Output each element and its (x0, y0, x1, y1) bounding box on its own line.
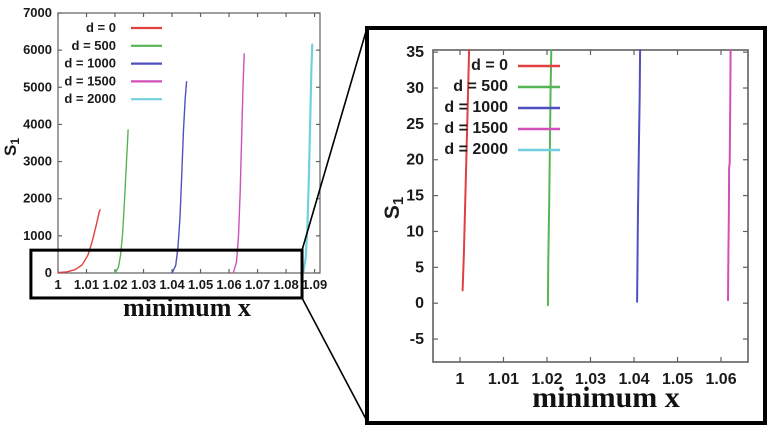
legend-label-3: d = 1500 (64, 73, 116, 88)
legend-label-0: d = 0 (86, 20, 116, 35)
legend-label-0: d = 0 (471, 57, 508, 74)
y-tick-label: 0 (45, 265, 52, 280)
y-tick-label: 7000 (23, 5, 52, 20)
overview-xlabel: minimum x (123, 293, 251, 322)
y-tick-label: -5 (410, 331, 424, 348)
x-tick-label: 1.05 (188, 277, 213, 292)
legend-label-1: d = 500 (453, 78, 508, 95)
y-tick-label: 2000 (23, 191, 52, 206)
zoom-ylabel: S1 (381, 197, 407, 219)
series-line-0 (57, 209, 101, 274)
x-tick-label: 1.04 (159, 277, 185, 292)
legend-label-4: d = 2000 (444, 141, 508, 158)
legend-label-1: d = 500 (72, 38, 116, 53)
x-tick-label: 1.04 (618, 371, 649, 388)
overview-ylabel-main: S (1, 145, 20, 156)
x-tick-label: 1.03 (131, 277, 156, 292)
series-line-4 (302, 43, 314, 275)
y-tick-label: 5000 (23, 79, 52, 94)
series-line-3 (232, 53, 245, 274)
x-tick-label: 1.05 (662, 371, 693, 388)
y-tick-label: 4000 (23, 116, 52, 131)
y-tick-label: 30 (406, 80, 424, 97)
y-tick-label: 10 (406, 223, 424, 240)
x-tick-label: 1 (456, 371, 465, 388)
overview-plot: 1 1.01 1.02 1.03 1.04 1.05 1.06 1.07 1.08 1.09 0 10… (23, 5, 327, 300)
x-tick-label: 1.01 (488, 371, 519, 388)
x-tick-label: 1.09 (302, 277, 327, 292)
x-tick-label: 1.06 (216, 277, 241, 292)
legend-label-4: d = 2000 (64, 91, 116, 106)
zoom-xlabel: minimum x (532, 381, 680, 414)
series-line-0 (461, 49, 471, 292)
series-line-2 (171, 80, 188, 274)
y-tick-label: 20 (406, 152, 424, 169)
connector-line-top (301, 27, 368, 251)
zoom-inset-frame (365, 26, 767, 425)
connector-line-bottom (301, 297, 368, 422)
zoom-plot: 1 1.01 1.02 1.03 1.04 1.05 1.06 -5 0 5 10 15 20 25 30 3… (406, 44, 749, 388)
series-line-1 (114, 129, 129, 274)
zoom-ylabel-sub: 1 (390, 197, 407, 205)
plot-frame (57, 12, 321, 274)
y-tick-label: 25 (406, 116, 424, 133)
x-tick-label: 1.02 (102, 277, 127, 292)
y-tick-label: 3000 (23, 154, 52, 169)
series-line-3 (727, 49, 732, 302)
zoom-region-box (29, 248, 304, 300)
zoom-ylabel-main: S (381, 205, 404, 219)
x-tick-label: 1 (54, 277, 61, 292)
y-tick-label: 35 (406, 44, 424, 61)
zoom-connector-lines (301, 27, 368, 422)
y-tick-label: 5 (415, 259, 424, 276)
y-tick-label: 0 (415, 295, 424, 312)
overview-ylabel: S1 (1, 138, 22, 156)
x-tick-label: 1.01 (74, 277, 99, 292)
y-tick-label: 1000 (23, 228, 52, 243)
x-tick-label: 1.06 (705, 371, 736, 388)
y-tick-label: 6000 (23, 42, 52, 57)
overview-ylabel-sub: 1 (8, 138, 22, 145)
x-tick-label: 1.07 (245, 277, 270, 292)
x-tick-label: 1.08 (273, 277, 298, 292)
x-tick-label: 1.03 (575, 371, 606, 388)
series-line-2 (636, 49, 642, 303)
x-tick-label: 1.02 (531, 371, 562, 388)
legend-label-3: d = 1500 (444, 120, 508, 137)
legend-label-2: d = 1000 (64, 56, 116, 71)
legend-label-2: d = 1000 (444, 99, 508, 116)
y-tick-label: 15 (406, 188, 424, 205)
